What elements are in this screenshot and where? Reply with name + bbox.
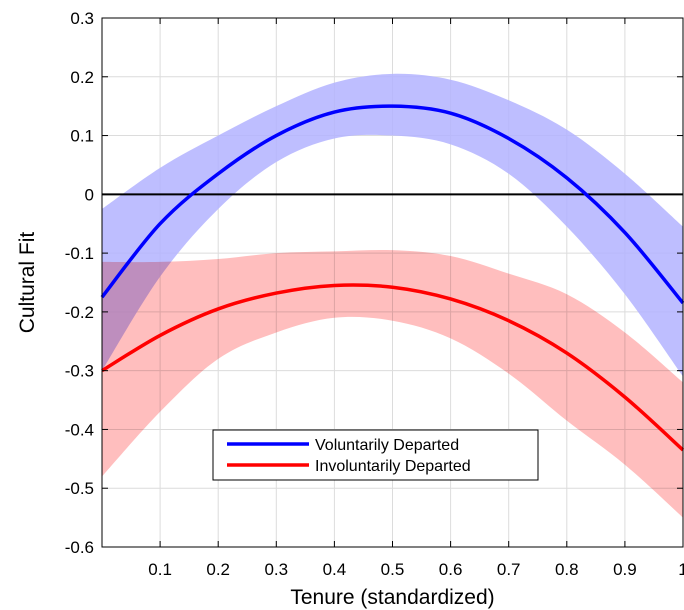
y-tick-label: -0.5 (65, 479, 94, 498)
y-tick-label: -0.1 (65, 244, 94, 263)
y-tick-label: -0.6 (65, 538, 94, 557)
x-axis-label: Tenure (standardized) (290, 586, 494, 609)
series-line-involuntarily-departed (101, 283, 684, 452)
y-tick-label: 0.1 (70, 127, 94, 146)
legend-label-involuntarily-departed: Involuntarily Departed (315, 458, 471, 475)
x-tick-label: 0.2 (206, 560, 230, 579)
legend-box (212, 429, 539, 481)
y-axis-ticks: -0.6 -0.5 -0.4 -0.3 -0.2 -0.1 0 0.1 0.2 0.3 (65, 9, 683, 557)
x-tick-label: 0.3 (264, 560, 288, 579)
x-tick-label: 0.8 (555, 560, 579, 579)
legend-label-voluntarily-departed: Voluntarily Departed (315, 437, 459, 454)
confidence-band-voluntarily-departed (102, 73, 683, 377)
y-tick-label: 0.3 (70, 9, 94, 28)
x-tick-label: 0.4 (323, 560, 347, 579)
y-tick-label: -0.2 (65, 303, 94, 322)
x-tick-label: 0.7 (497, 560, 521, 579)
x-tick-label: 0.9 (613, 560, 637, 579)
confidence-band-involuntarily-departed (102, 249, 683, 518)
y-axis-label: Cultural Fit (16, 232, 39, 334)
y-tick-label: -0.4 (65, 420, 94, 439)
series-line-voluntarily-departed (100, 104, 684, 305)
y-tick-label: 0.2 (70, 68, 94, 87)
legend: Voluntarily Departed Involuntarily Depar… (212, 429, 539, 481)
x-tick-label: 0.1 (148, 560, 172, 579)
series-lines (100, 104, 684, 452)
x-tick-label: 0.6 (439, 560, 463, 579)
x-tick-label: 1 (678, 560, 684, 579)
y-tick-label: -0.3 (65, 362, 94, 381)
y-tick-label: 0 (85, 185, 94, 204)
confidence-bands (102, 73, 683, 518)
x-tick-label: 0.5 (381, 560, 405, 579)
x-axis-ticks: 0.1 0.2 0.3 0.4 0.5 0.6 0.7 0.8 0.9 1 (148, 18, 684, 579)
